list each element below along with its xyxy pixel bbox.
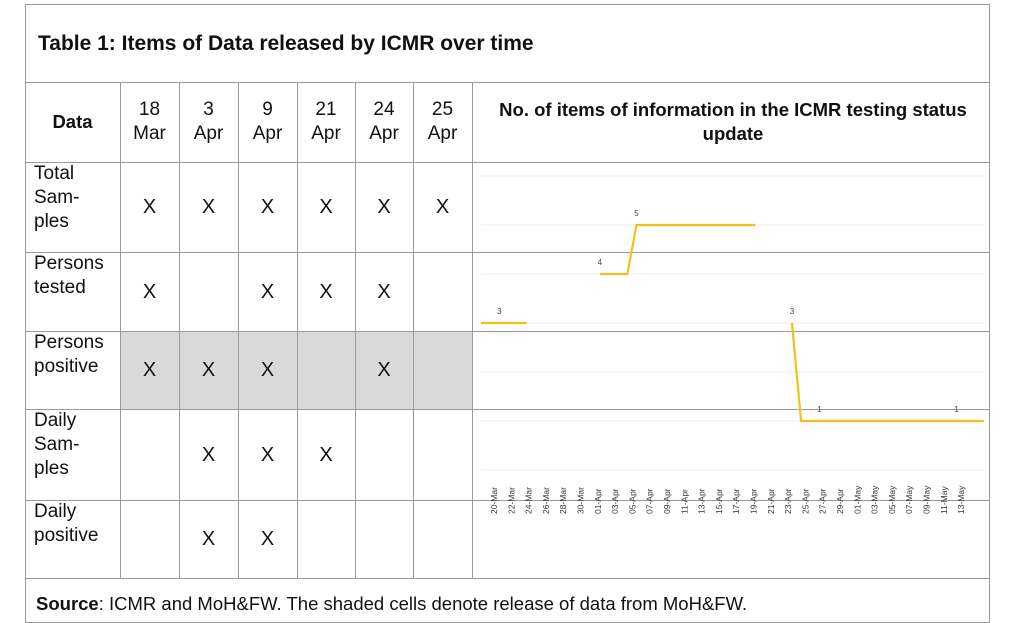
- table-cell-mark: X: [201, 528, 216, 550]
- table-row-divider: [25, 82, 990, 83]
- source-note: Source: ICMR and MoH&FW. The shaded cell…: [36, 593, 747, 615]
- source-text: : ICMR and MoH&FW. The shaded cells deno…: [98, 593, 748, 614]
- table-cell-mark: X: [260, 528, 275, 550]
- header-date-day: 24: [373, 99, 395, 120]
- row-label-line: Persons: [34, 253, 104, 274]
- table-title: Table 1: Items of Data released by ICMR …: [38, 32, 534, 55]
- table-col-divider: [297, 82, 298, 578]
- header-date-day: 9: [262, 99, 273, 120]
- table-cell-mark: [297, 331, 355, 409]
- table-cell-mark: X: [201, 196, 216, 218]
- table-cell-mark: X: [260, 196, 275, 218]
- table-cell-mark: [413, 500, 472, 578]
- table-row-divider: [25, 331, 990, 332]
- row-label: Persons positive: [25, 331, 120, 409]
- table-col-divider: [413, 82, 414, 578]
- source-label: Source: [36, 593, 99, 614]
- row-label: Daily positive: [25, 500, 120, 578]
- table-cell-mark: X: [377, 359, 391, 381]
- table-row-divider: [25, 409, 990, 410]
- row-label-line: Total: [34, 163, 75, 184]
- header-date-month: Apr: [193, 123, 224, 144]
- table-col-divider: [238, 82, 239, 578]
- table-cell-mark: X: [319, 443, 333, 466]
- table-col-divider: [179, 82, 180, 578]
- table-row-divider: [25, 500, 990, 501]
- header-date-month: Apr: [252, 123, 283, 144]
- row-label-line: Persons: [34, 332, 104, 353]
- table-cell-mark: X: [377, 196, 391, 218]
- header-date-month: Apr: [427, 123, 458, 144]
- row-label: Total Sam-ples: [25, 162, 120, 252]
- header-date-day: 21: [315, 99, 337, 120]
- row-label: Daily Sam-ples: [25, 409, 120, 500]
- row-label: Persons tested: [25, 252, 120, 331]
- header-date: 3 Apr: [179, 82, 238, 162]
- row-label-line: ples: [34, 458, 69, 479]
- table-cell-mark: [355, 409, 413, 500]
- table-col-divider: [355, 82, 356, 578]
- table-cell-mark: X: [142, 196, 157, 218]
- row-label-line: Sam-: [34, 434, 80, 455]
- row-label-line: Sam-: [34, 187, 80, 208]
- table-cell-mark: X: [435, 196, 450, 218]
- table-cell-mark: X: [201, 359, 216, 381]
- header-date-month: Apr: [311, 123, 341, 144]
- table-cell-mark: [120, 500, 179, 578]
- header-date: 21 Apr: [297, 82, 355, 162]
- table-row-divider: [25, 252, 990, 253]
- table-row-divider: [25, 162, 990, 163]
- header-date-day: 18: [138, 99, 161, 120]
- header-date-day: 3: [203, 99, 214, 120]
- header-date: 25 Apr: [413, 82, 472, 162]
- header-date: 9 Apr: [238, 82, 297, 162]
- row-label-line: Daily: [34, 410, 77, 431]
- table-cell-mark: X: [319, 280, 333, 303]
- header-date: 18 Mar: [120, 82, 179, 162]
- table-cell-mark: X: [260, 280, 275, 303]
- table-cell-mark: X: [260, 443, 275, 466]
- header-date-month: Apr: [369, 123, 399, 144]
- table-cell-mark: [179, 252, 238, 331]
- row-label-line: Daily: [34, 501, 77, 522]
- chart-title: No. of items of information in the ICMR …: [499, 99, 967, 144]
- table-cell-mark: [297, 500, 355, 578]
- table-cell-mark: X: [142, 280, 157, 303]
- row-label-line: positive: [34, 356, 99, 377]
- table-cell-mark: X: [260, 359, 275, 381]
- table-cell-mark: X: [142, 359, 157, 381]
- header-data-label: Data: [52, 111, 93, 132]
- table-row-divider: [25, 578, 990, 579]
- table-cell-mark: [413, 409, 472, 500]
- table-cell-mark: [413, 331, 472, 409]
- header-date: 24 Apr: [355, 82, 413, 162]
- table-cell-mark: [120, 409, 179, 500]
- table-cell-mark: X: [377, 280, 391, 303]
- header-date-month: Mar: [133, 123, 166, 144]
- table-cell-mark: X: [319, 196, 333, 218]
- table-col-divider: [120, 82, 121, 578]
- row-label-line: positive: [34, 525, 99, 546]
- table-cell-mark: [413, 252, 472, 331]
- row-label-line: tested: [34, 277, 86, 298]
- row-label-line: ples: [34, 211, 69, 232]
- table-col-divider: [472, 82, 473, 578]
- table-cell-mark: X: [201, 443, 216, 466]
- header-date-day: 25: [431, 99, 454, 120]
- table-cell-mark: [355, 500, 413, 578]
